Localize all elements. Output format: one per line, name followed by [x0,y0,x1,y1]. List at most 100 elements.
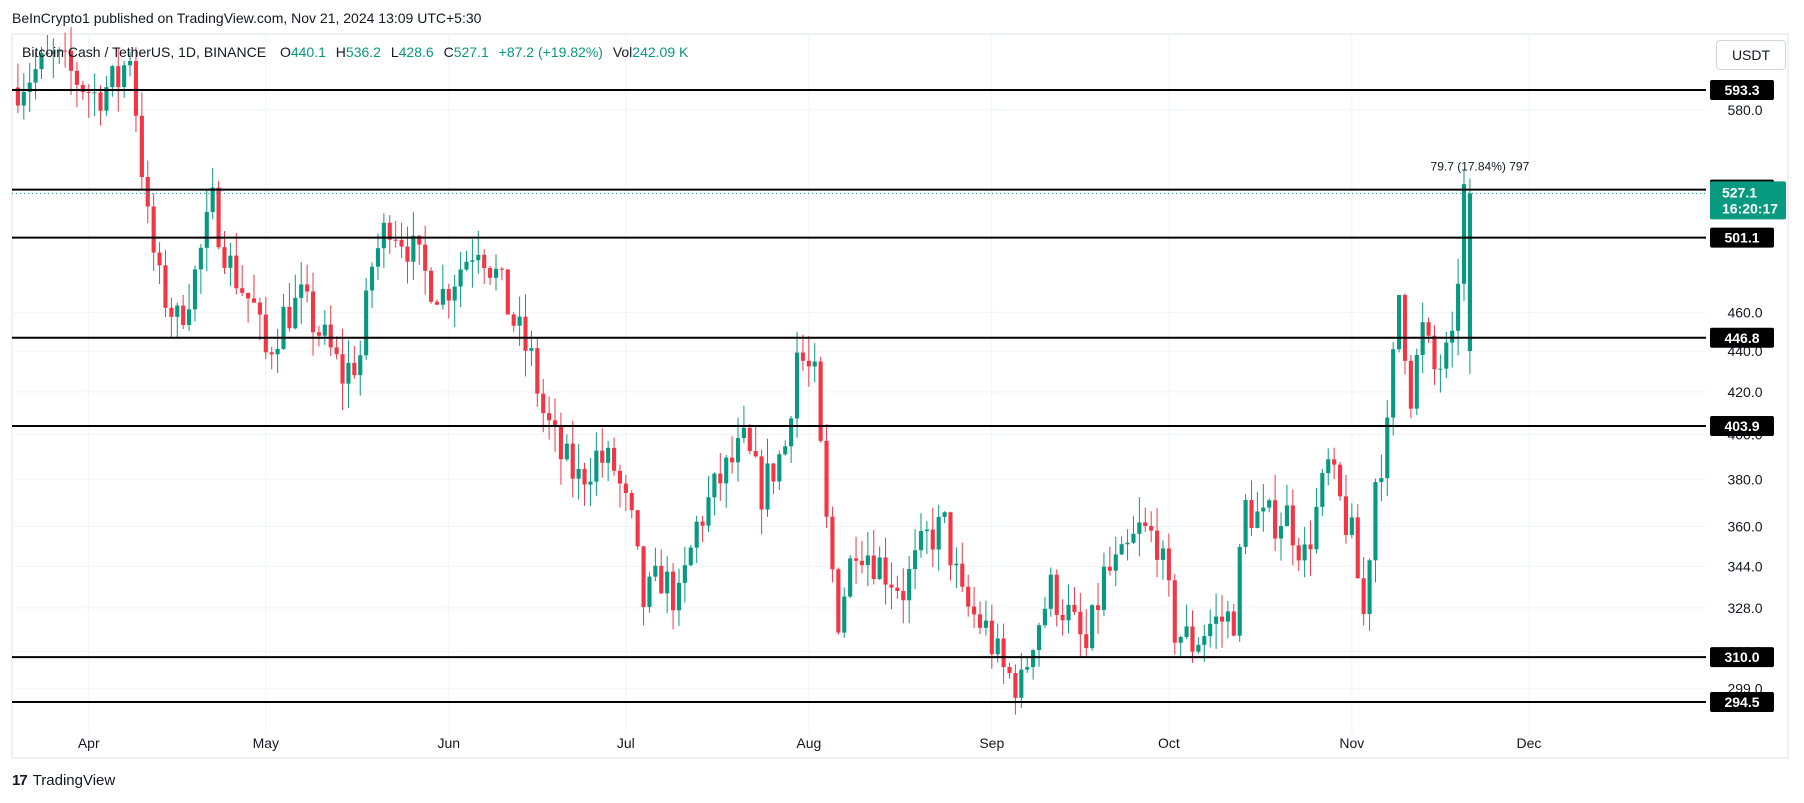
candle[interactable] [417,235,422,265]
candle[interactable] [641,545,646,626]
candle[interactable] [1219,595,1225,648]
candle[interactable] [1101,552,1107,617]
candle[interactable] [393,220,398,248]
time-axis[interactable]: Apr May Jun Jul Aug Sep Oct Nov Dec [78,735,1542,751]
candle[interactable] [966,574,971,617]
candle[interactable] [405,226,410,284]
candle[interactable] [1355,504,1360,579]
candle[interactable] [387,214,392,255]
candle[interactable] [747,423,752,455]
candle[interactable] [836,567,841,635]
candle[interactable] [694,515,699,563]
candle[interactable] [977,601,983,635]
candle[interactable] [1426,317,1431,344]
candle[interactable] [287,283,292,332]
candle[interactable] [794,331,800,438]
candle[interactable] [310,272,316,356]
candle[interactable] [122,60,127,98]
candle[interactable] [848,555,853,598]
candle[interactable] [169,297,174,338]
candle[interactable] [1225,600,1230,639]
candle[interactable] [1125,529,1130,561]
candle[interactable] [865,532,870,587]
candle[interactable] [375,233,381,281]
candle[interactable] [960,542,965,593]
candle[interactable] [812,343,817,383]
candle[interactable] [1025,656,1030,673]
candle[interactable] [753,426,758,458]
candle[interactable] [853,536,859,584]
candle[interactable] [1007,662,1012,679]
candle[interactable] [718,453,723,501]
candle[interactable] [316,326,321,347]
candle[interactable] [989,604,994,669]
candle[interactable] [665,556,670,614]
candle[interactable] [700,515,705,543]
candle[interactable] [570,420,575,498]
candle[interactable] [1450,311,1455,368]
candle[interactable] [15,63,20,114]
candle[interactable] [1397,295,1402,353]
candle[interactable] [594,432,599,496]
candle[interactable] [547,396,552,440]
candle[interactable] [1467,178,1472,375]
candle[interactable] [830,506,835,583]
candle[interactable] [228,242,233,287]
candle[interactable] [1314,488,1319,554]
candle[interactable] [1137,497,1142,557]
candle[interactable] [983,600,988,636]
candle[interactable] [1290,489,1295,566]
candle[interactable] [682,546,687,603]
candle[interactable] [653,547,658,582]
candle[interactable] [1190,610,1195,663]
candle[interactable] [499,266,504,281]
candle[interactable] [564,434,569,462]
candle[interactable] [918,513,924,558]
candle[interactable] [759,449,764,535]
candle[interactable] [889,562,894,610]
candle[interactable] [1166,533,1171,597]
candle[interactable] [1367,558,1372,631]
candle[interactable] [623,474,628,512]
candle[interactable] [346,340,351,409]
candle[interactable] [712,472,717,516]
candle[interactable] [1231,603,1236,637]
candle[interactable] [352,346,357,379]
candle[interactable] [883,537,888,605]
candle[interactable] [257,297,262,341]
candle[interactable] [995,623,1000,663]
candle[interactable] [482,249,487,284]
candle[interactable] [488,266,493,285]
candle[interactable] [789,416,794,463]
candle[interactable] [399,222,404,258]
candle[interactable] [818,357,823,443]
candle[interactable] [145,160,150,224]
candle[interactable] [1184,604,1189,640]
candle[interactable] [541,378,546,433]
candle[interactable] [948,511,953,581]
candle[interactable] [369,262,375,309]
candle[interactable] [877,546,882,580]
candle[interactable] [1072,587,1077,616]
candle[interactable] [429,267,434,304]
candle[interactable] [1302,526,1307,578]
candle[interactable] [411,212,416,280]
candle[interactable] [446,283,451,319]
candle[interactable] [558,412,563,485]
candle[interactable] [234,232,239,295]
candle[interactable] [936,504,941,571]
candle[interactable] [659,549,664,594]
candle[interactable] [116,48,121,112]
candle[interactable] [458,252,463,308]
candle[interactable] [1208,609,1213,648]
candle[interactable] [582,462,587,506]
candle[interactable] [1060,599,1065,636]
candle[interactable] [1326,448,1331,486]
candle[interactable] [806,335,811,387]
candle[interactable] [511,312,516,332]
candle[interactable] [470,239,475,288]
candle[interactable] [954,547,959,588]
candle[interactable] [676,568,682,626]
candle[interactable] [51,38,56,79]
candle[interactable] [322,310,327,345]
